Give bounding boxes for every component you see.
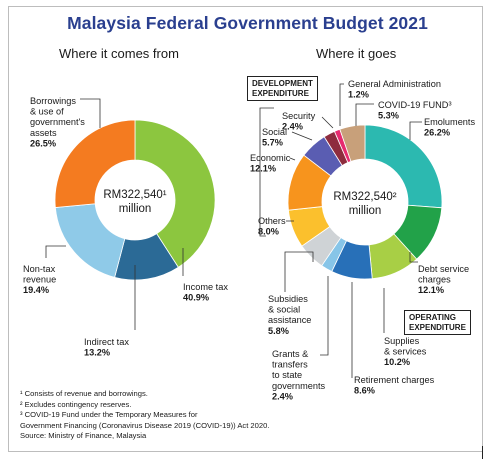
- leader-debt-service: [409, 252, 418, 263]
- operating-label-line2: EXPENDITURE: [409, 322, 466, 332]
- label-borrowings-line-1: Borrowings: [30, 96, 76, 106]
- label-grants-line-2: transfers: [272, 360, 308, 370]
- label-grants-line-5: 2.4%: [272, 391, 293, 401]
- footnotes: ¹ Consists of revenue and borrowings. ² …: [20, 389, 269, 442]
- label-grants-line-1: Grants &: [272, 349, 308, 359]
- leader-subsidies: [284, 251, 314, 292]
- left-chart-subtitle: Where it comes from: [59, 46, 179, 61]
- label-subsidies-line-4: 5.8%: [268, 326, 289, 336]
- label-retirement-line-2: 8.6%: [354, 386, 375, 396]
- slice-non-tax-revenue: [54, 203, 126, 278]
- label-non-tax-line-3: 19.4%: [23, 285, 49, 295]
- label-indirect-tax-line-2: 13.2%: [84, 348, 110, 358]
- label-social-line-1: Social: [262, 127, 287, 137]
- center-total-left: RM322,540¹: [103, 189, 166, 201]
- development-label-line2: EXPENDITURE: [252, 88, 309, 98]
- label-grants-line-4: governments: [272, 381, 326, 391]
- label-social-line-2: 5.7%: [262, 138, 283, 148]
- leader-social: [291, 131, 313, 141]
- leader-borrowings: [80, 98, 101, 128]
- footnote-2: ² Excludes contingency reserves.: [20, 399, 132, 409]
- leader-grants: [320, 276, 329, 356]
- label-others-line-2: 8.0%: [258, 227, 279, 237]
- operating-expenditure-label: OPERATING EXPENDITURE: [404, 310, 471, 335]
- label-economic-line-2: 12.1%: [250, 164, 276, 174]
- label-debt-service-line-2: charges: [418, 275, 451, 285]
- slice-income-tax: [134, 119, 216, 268]
- source-note: Source: Ministry of Finance, Malaysia: [20, 431, 147, 441]
- label-debt-service-line-1: Debt service: [418, 264, 469, 274]
- label-security-line-2: 2.4%: [282, 122, 303, 132]
- label-non-tax-line-1: Non-tax: [23, 264, 56, 274]
- label-borrowings-line-4: assets: [30, 128, 57, 138]
- leader-economic: [289, 157, 296, 161]
- label-supplies-line-1: Supplies: [384, 336, 420, 346]
- center-total-right: RM322,540²: [333, 191, 396, 203]
- label-supplies-line-3: 10.2%: [384, 357, 410, 367]
- label-borrowings-line-5: 26.5%: [30, 138, 56, 148]
- label-subsidies-line-2: & social: [268, 305, 300, 315]
- label-indirect-tax-line-1: Indirect tax: [84, 337, 129, 347]
- chart-title: Malaysia Federal Government Budget 2021: [67, 13, 428, 33]
- corner-mark: [482, 446, 483, 459]
- footnote-3-cont: Government Financing (Coronavirus Diseas…: [20, 420, 270, 430]
- leader-general-administration: [339, 83, 344, 126]
- label-income-tax-line-2: 40.9%: [183, 293, 209, 303]
- leader-security: [321, 116, 334, 129]
- center-unit-right: million: [349, 205, 382, 217]
- slice-borrowings-use-of-government-s-assets: [54, 119, 136, 208]
- right-chart-subtitle: Where it goes: [316, 46, 397, 61]
- label-emoluments-line-1: Emoluments: [424, 117, 475, 127]
- slice-emoluments: [364, 124, 443, 209]
- leader-covid-fund: [355, 103, 374, 126]
- label-supplies-line-2: & services: [384, 347, 427, 357]
- label-security-line-1: Security: [282, 111, 316, 121]
- development-label-line1: DEVELOPMENT: [252, 79, 313, 88]
- label-borrowings-line-2: & use of: [30, 107, 64, 117]
- label-covid-fund-line-2: 5.3%: [378, 111, 399, 121]
- label-emoluments-line-2: 26.2%: [424, 128, 450, 138]
- leader-non-tax: [45, 245, 66, 258]
- label-debt-service-line-3: 12.1%: [418, 285, 444, 295]
- label-covid-fund-line-1: COVID-19 FUND³: [378, 100, 452, 110]
- label-economic-line-1: Economic: [250, 153, 291, 163]
- bracket-development: [259, 107, 274, 237]
- label-income-tax-line-1: Income tax: [183, 282, 228, 292]
- label-general-administration-line-1: General Administration: [348, 79, 441, 89]
- label-non-tax-line-2: revenue: [23, 275, 56, 285]
- label-grants-line-3: to state: [272, 370, 302, 380]
- label-borrowings-line-3: government's: [30, 117, 85, 127]
- label-subsidies-line-3: assistance: [268, 315, 311, 325]
- label-others-line-1: Others: [258, 216, 286, 226]
- development-expenditure-label: DEVELOPMENT EXPENDITURE: [247, 76, 318, 101]
- slice-covid-19-fund: [339, 124, 366, 162]
- label-general-administration-line-2: 1.2%: [348, 90, 369, 100]
- label-subsidies-line-1: Subsidies: [268, 294, 308, 304]
- label-retirement-line-1: Retirement charges: [354, 375, 435, 385]
- center-unit-left: million: [119, 203, 152, 215]
- operating-label-line1: OPERATING: [409, 313, 456, 322]
- footnote-3: ³ COVID-19 Fund under the Temporary Meas…: [20, 410, 198, 420]
- leader-emoluments: [409, 121, 422, 140]
- footnote-1: ¹ Consists of revenue and borrowings.: [20, 389, 148, 398]
